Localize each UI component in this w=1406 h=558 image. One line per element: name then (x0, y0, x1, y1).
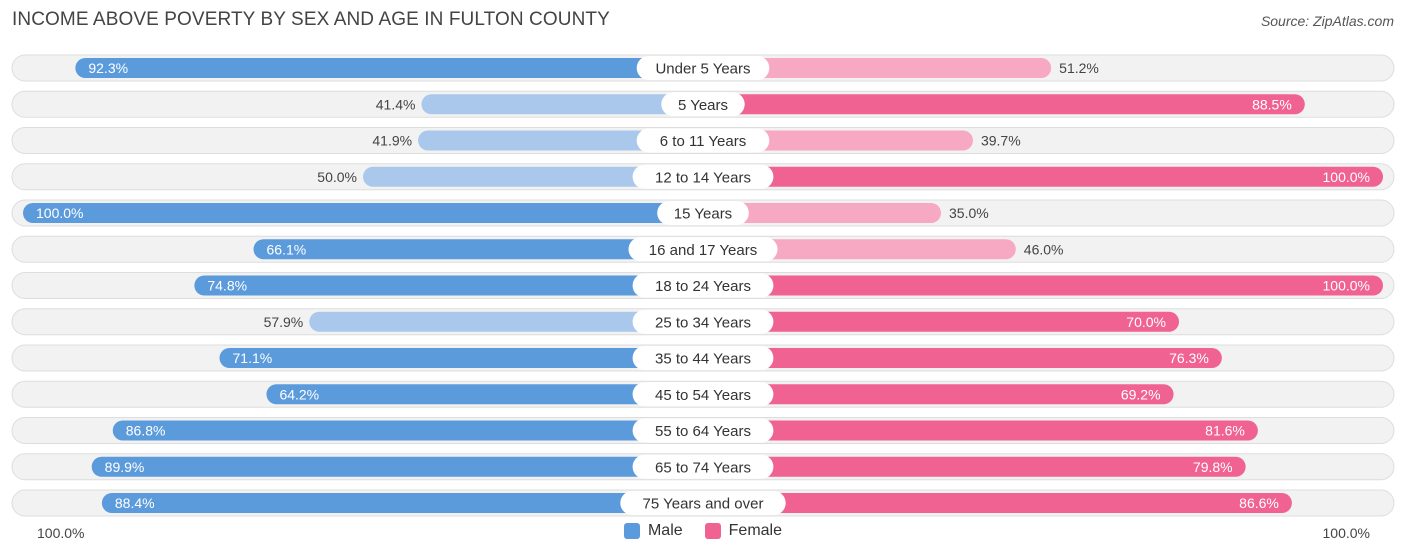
female-value-label: 35.0% (949, 205, 989, 221)
category-pill (632, 164, 774, 189)
category-label: 75 Years and over (643, 496, 764, 513)
female-value-label: 69.2% (1121, 386, 1161, 402)
female-bar (703, 166, 1383, 187)
female-bar (703, 203, 941, 223)
female-bar (703, 384, 1174, 405)
category-pill (632, 273, 774, 298)
male-bar (219, 348, 703, 368)
female-value-label: 39.7% (981, 133, 1021, 149)
chart-canvas: 92.3% 51.2% Under 5 Years 41.4% 88.5% 5 Years… (11, 54, 1395, 517)
male-bar (112, 420, 703, 441)
female-bar (703, 130, 973, 151)
female-value-label: 79.8% (1193, 459, 1233, 475)
female-value-label: 76.3% (1169, 350, 1209, 366)
category-pill (632, 309, 774, 334)
male-bar (266, 384, 703, 405)
legend-item-female[interactable]: Female (704, 522, 783, 540)
male-value-label: 66.1% (267, 241, 307, 257)
category-pill (636, 128, 770, 153)
category-pill (632, 418, 774, 443)
axis-left-label: 100.0% (37, 525, 85, 541)
male-bar (101, 493, 703, 513)
male-value-label: 57.9% (264, 314, 304, 330)
chart-title: INCOME ABOVE POVERTY BY SEX AND AGE IN F… (12, 9, 610, 30)
legend: Male Female (0, 522, 1406, 540)
category-pill (632, 382, 774, 407)
category-pill (620, 491, 786, 515)
category-label: 15 Years (674, 206, 732, 223)
category-label: 25 to 34 Years (655, 314, 751, 331)
female-bar (703, 58, 1052, 78)
male-value-label: 88.4% (115, 495, 155, 511)
category-pill (628, 237, 778, 262)
male-value-label: 41.4% (376, 96, 416, 112)
male-value-label: 92.3% (88, 60, 128, 76)
female-value-label: 81.6% (1205, 423, 1245, 439)
male-value-label: 100.0% (36, 205, 83, 221)
female-bar (703, 348, 1222, 368)
category-label: Under 5 Years (655, 61, 750, 78)
category-pill (661, 92, 745, 117)
female-bar (703, 311, 1179, 332)
legend-swatch-female (704, 523, 721, 539)
female-bar (703, 94, 1305, 115)
category-label: 55 to 64 Years (655, 423, 751, 440)
male-bar (75, 58, 704, 78)
category-label: 35 to 44 Years (655, 351, 751, 368)
female-bar (703, 456, 1246, 477)
category-label: 12 to 14 Years (655, 169, 751, 186)
category-label: 45 to 54 Years (655, 387, 751, 404)
source-credit: Source: ZipAtlas.com (1260, 13, 1394, 29)
female-bar (703, 493, 1292, 513)
male-value-label: 64.2% (279, 386, 319, 402)
legend-label-female: Female (728, 522, 783, 539)
female-value-label: 51.2% (1059, 60, 1099, 76)
female-bar (703, 239, 1016, 260)
male-bar (421, 94, 703, 115)
male-value-label: 74.8% (207, 278, 247, 294)
legend-swatch-male (623, 523, 640, 539)
male-value-label: 41.9% (372, 133, 412, 149)
female-value-label: 86.6% (1239, 495, 1279, 511)
category-pill (657, 201, 749, 225)
male-bar (91, 456, 704, 477)
male-bar (418, 130, 703, 151)
category-label: 16 and 17 Years (649, 242, 757, 259)
legend-item-male[interactable]: Male (623, 522, 683, 540)
male-bar (23, 203, 703, 223)
male-bar (253, 239, 703, 260)
male-value-label: 89.9% (105, 459, 145, 475)
male-value-label: 50.0% (317, 169, 357, 185)
male-value-label: 86.8% (126, 423, 166, 439)
female-bar (703, 420, 1258, 441)
male-bar (194, 275, 704, 296)
female-value-label: 100.0% (1323, 278, 1370, 294)
female-value-label: 70.0% (1126, 314, 1166, 330)
category-label: 65 to 74 Years (655, 459, 751, 476)
female-value-label: 100.0% (1323, 169, 1370, 185)
male-value-label: 71.1% (233, 350, 273, 366)
category-label: 18 to 24 Years (655, 278, 751, 295)
female-bar (703, 275, 1383, 296)
female-value-label: 46.0% (1024, 241, 1064, 257)
male-bar (309, 311, 703, 332)
female-value-label: 88.5% (1252, 96, 1292, 112)
male-bar (363, 166, 703, 187)
category-label: 5 Years (678, 97, 728, 114)
category-pill (632, 454, 774, 479)
axis-right-label: 100.0% (1322, 525, 1370, 541)
legend-label-male: Male (647, 522, 683, 539)
category-pill (632, 346, 774, 370)
category-label: 6 to 11 Years (660, 133, 746, 150)
category-pill (636, 56, 770, 80)
